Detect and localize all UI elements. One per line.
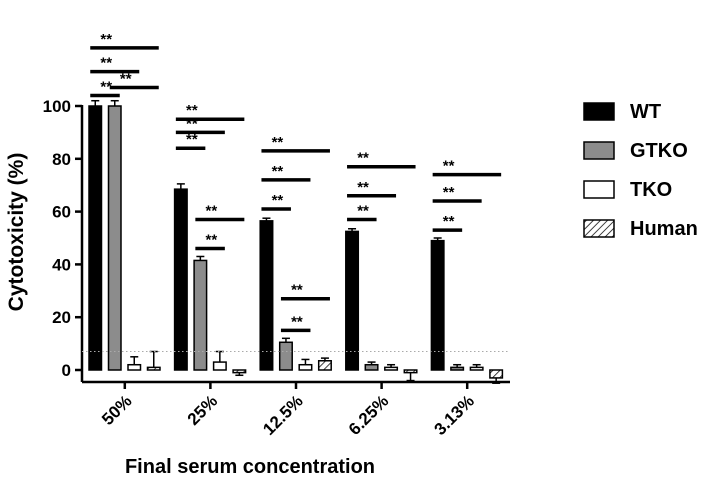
significance-label: **	[443, 158, 455, 175]
legend-swatch	[583, 180, 615, 199]
bar	[259, 220, 274, 371]
bar	[364, 363, 379, 371]
significance-label: **	[443, 213, 455, 230]
legend-label: WT	[630, 101, 661, 123]
x-axis-label: Final serum concentration	[125, 456, 375, 478]
bar	[469, 366, 484, 371]
bar	[146, 366, 161, 371]
significance-label: **	[206, 232, 218, 249]
significance-label: **	[100, 78, 112, 95]
y-tick-label: 40	[52, 255, 71, 274]
significance-label: **	[357, 150, 369, 167]
bar	[127, 363, 142, 371]
bar	[403, 369, 418, 374]
significance-label: **	[272, 163, 284, 180]
y-tick-label: 20	[52, 308, 71, 327]
plot-area: ****************************************…	[43, 31, 510, 439]
significance-label: **	[186, 131, 198, 148]
significance-label: **	[443, 184, 455, 201]
x-tick-label: 50%	[98, 391, 135, 428]
significance-label: **	[186, 115, 198, 132]
x-tick-label: 25%	[184, 391, 221, 428]
significance-label: **	[186, 102, 198, 119]
legend-swatch	[583, 219, 615, 238]
x-tick-label: 12.5%	[259, 391, 307, 439]
bar	[489, 369, 504, 379]
bar	[450, 366, 465, 371]
legend-swatch	[583, 102, 615, 121]
y-axis-label: Cytotoxicity (%)	[5, 153, 28, 312]
significance-label: **	[357, 179, 369, 196]
significance-label: **	[100, 31, 112, 48]
x-tick-label: 6.25%	[345, 391, 393, 439]
legend: WT GTKO TKO Human	[583, 101, 698, 240]
significance-label: **	[206, 203, 218, 220]
bar	[232, 369, 247, 374]
significance-label: **	[272, 192, 284, 209]
bar	[88, 105, 103, 371]
y-tick-label: 100	[43, 97, 71, 116]
significance-layer: ****************************************	[90, 31, 502, 333]
bar	[298, 363, 313, 371]
y-axis-ticks: 0 20 40 60 80 100	[43, 97, 82, 380]
legend-label: TKO	[630, 179, 672, 201]
significance-label: **	[272, 134, 284, 151]
bar	[173, 188, 188, 371]
bar	[212, 361, 227, 371]
significance-label: **	[100, 55, 112, 72]
significance-label: **	[120, 71, 132, 88]
y-tick-label: 0	[62, 361, 71, 380]
legend-label: GTKO	[630, 140, 688, 162]
significance-label: **	[357, 203, 369, 220]
significance-label: **	[291, 313, 303, 330]
bar	[384, 366, 399, 371]
bar	[430, 239, 445, 371]
bar	[193, 259, 208, 371]
legend-label: Human	[630, 218, 698, 240]
y-tick-label: 60	[52, 203, 71, 222]
y-tick-label: 80	[52, 150, 71, 169]
bar	[107, 105, 122, 371]
legend-swatch	[583, 141, 615, 160]
bar	[278, 341, 293, 371]
x-axis-ticks: 50% 25% 12.5% 6.25% 3.13%	[98, 382, 478, 439]
bar	[345, 230, 360, 371]
bars-layer	[88, 99, 504, 384]
x-tick-label: 3.13%	[431, 391, 479, 439]
significance-label: **	[291, 282, 303, 299]
bar	[317, 360, 332, 371]
